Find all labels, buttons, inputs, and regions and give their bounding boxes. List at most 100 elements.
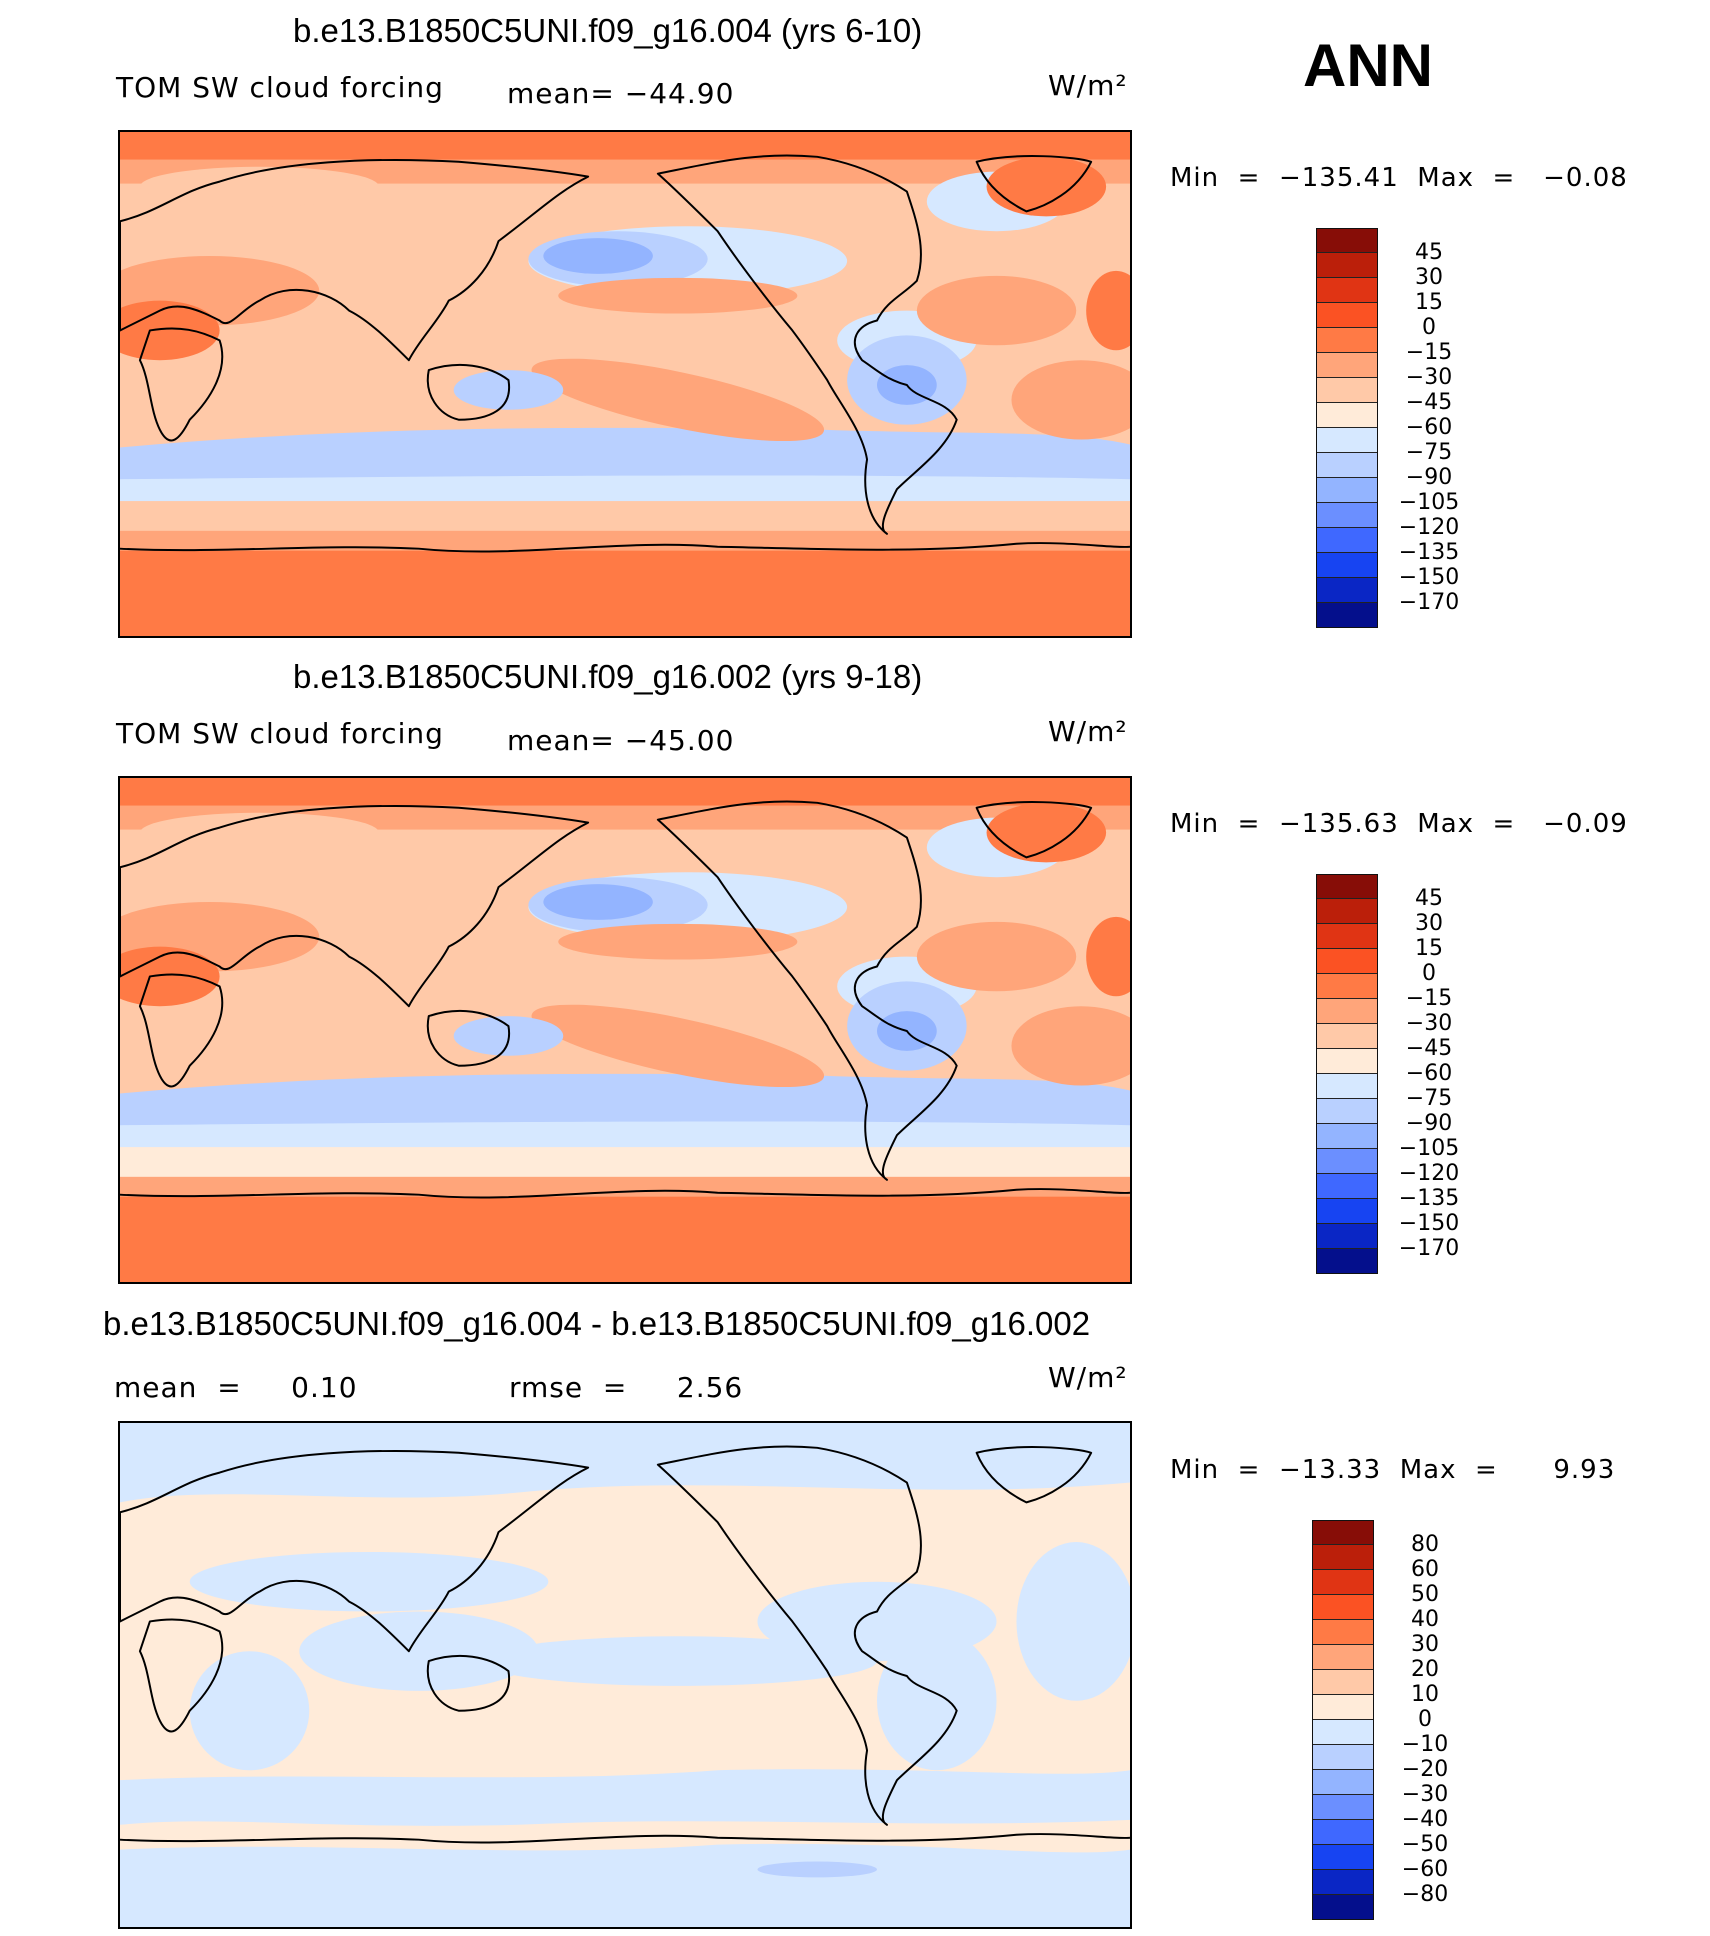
colorbar-swatch [1316, 899, 1378, 924]
colorbar-swatch [1316, 999, 1378, 1024]
colorbar-level-label: −105 [1398, 1136, 1460, 1161]
colorbar-level-label: 40 [1411, 1607, 1439, 1632]
panel-1-map-svg [120, 132, 1130, 636]
colorbar-swatch [1316, 453, 1378, 478]
colorbar-swatch [1316, 1124, 1378, 1149]
colorbar-swatch [1312, 1770, 1374, 1795]
colorbar-swatch [1316, 974, 1378, 999]
panel-2-min-max: Min = −135.63 Max = −0.09 [1170, 809, 1628, 839]
colorbar-swatch [1316, 1049, 1378, 1074]
colorbar-level-label: 10 [1411, 1682, 1439, 1707]
colorbar-level-label: 0 [1418, 1707, 1432, 1732]
colorbar-level-label: −135 [1398, 1186, 1460, 1211]
colorbar-swatch [1316, 478, 1378, 503]
colorbar-level-label: −170 [1398, 590, 1460, 615]
colorbar-swatch [1316, 1199, 1378, 1224]
colorbar-level-label: −10 [1401, 1732, 1449, 1757]
colorbar-level-label: −45 [1405, 390, 1453, 415]
colorbar-swatch [1316, 528, 1378, 553]
colorbar-swatch [1316, 578, 1378, 603]
colorbar-level-label: −75 [1405, 440, 1453, 465]
panel-3-units: W/m² [1048, 1361, 1128, 1394]
colorbar-swatch [1312, 1645, 1374, 1670]
colorbar-level-label: −20 [1401, 1757, 1449, 1782]
colorbar-swatch [1316, 278, 1378, 303]
panel-2-variable-label: TOM SW cloud forcing [116, 717, 444, 750]
colorbar-level-label: 20 [1411, 1657, 1439, 1682]
colorbar-level-label: 0 [1422, 961, 1436, 986]
colorbar-swatch [1312, 1670, 1374, 1695]
panel-3-rmse: rmse = 2.56 [509, 1371, 744, 1404]
colorbar-swatch [1316, 428, 1378, 453]
difference-map-svg [120, 1423, 1130, 1927]
panel-1-mean: mean= −44.90 [507, 77, 735, 110]
colorbar-frame [1312, 1520, 1374, 1920]
colorbar-swatch [1312, 1820, 1374, 1845]
colorbar-level-label: −60 [1401, 1857, 1449, 1882]
colorbar-frame [1316, 874, 1378, 1274]
colorbar-level-label: −30 [1405, 365, 1453, 390]
colorbar-swatch [1316, 1074, 1378, 1099]
colorbar-level-label: −15 [1405, 986, 1453, 1011]
colorbar-swatch [1312, 1895, 1374, 1920]
colorbar-swatch [1316, 253, 1378, 278]
difference-map [118, 1421, 1132, 1929]
colorbar-level-label: −45 [1405, 1036, 1453, 1061]
colorbar-level-label: −40 [1401, 1807, 1449, 1832]
colorbar-level-label: 0 [1422, 315, 1436, 340]
colorbar-level-label: −50 [1401, 1832, 1449, 1857]
colorbar-swatch [1316, 924, 1378, 949]
colorbar-level-label: 50 [1411, 1582, 1439, 1607]
panel-2-map [118, 776, 1132, 1284]
colorbar-swatch [1312, 1795, 1374, 1820]
colorbar-level-label: −135 [1398, 540, 1460, 565]
colorbar-swatch [1316, 1149, 1378, 1174]
colorbar-swatch [1312, 1720, 1374, 1745]
colorbar-level-label: 30 [1415, 911, 1443, 936]
colorbar-level-label: −170 [1398, 1236, 1460, 1261]
colorbar-swatch [1312, 1695, 1374, 1720]
colorbar-level-label: −105 [1398, 490, 1460, 515]
panel-3-mean: mean = 0.10 [114, 1371, 358, 1404]
colorbar-level-label: 60 [1411, 1557, 1439, 1582]
colorbar-level-label: −80 [1401, 1882, 1449, 1907]
colorbar-level-label: 15 [1415, 290, 1443, 315]
colorbar-swatch [1316, 949, 1378, 974]
panel-3-colorbar: 80 60 50 40 30 20 10 0 −10 −20 −30 −40 −50 −60 −80 [1312, 1520, 1472, 1925]
colorbar-level-label: −90 [1405, 465, 1453, 490]
colorbar-swatch [1316, 1224, 1378, 1249]
colorbar-swatch [1316, 378, 1378, 403]
colorbar-swatch [1312, 1620, 1374, 1645]
colorbar-level-label: −120 [1398, 1161, 1460, 1186]
panel-2-colorbar: 45 30 15 0 −15 −30 −45 −60 −75 −90 −105 −120 −135 −15… [1316, 874, 1476, 1279]
colorbar-swatch [1316, 303, 1378, 328]
colorbar-swatch [1312, 1870, 1374, 1895]
colorbar-level-label: 80 [1411, 1532, 1439, 1557]
colorbar-level-label: −120 [1398, 515, 1460, 540]
colorbar-level-label: 30 [1411, 1632, 1439, 1657]
panel-1-units: W/m² [1048, 69, 1128, 102]
colorbar-level-label: 15 [1415, 936, 1443, 961]
colorbar-level-label: −60 [1405, 415, 1453, 440]
colorbar-swatch [1312, 1745, 1374, 1770]
colorbar-swatch [1312, 1520, 1374, 1545]
colorbar-swatch [1316, 353, 1378, 378]
colorbar-swatch [1316, 503, 1378, 528]
colorbar-swatch [1316, 328, 1378, 353]
colorbar-swatch [1316, 403, 1378, 428]
colorbar-swatch [1312, 1595, 1374, 1620]
colorbar-swatch [1312, 1545, 1374, 1570]
colorbar-swatch [1312, 1570, 1374, 1595]
panel-2-units: W/m² [1048, 715, 1128, 748]
panel-1-title: b.e13.B1850C5UNI.f09_g16.004 (yrs 6-10) [293, 12, 923, 49]
colorbar-level-label: 30 [1415, 265, 1443, 290]
panel-2-mean: mean= −45.00 [507, 724, 735, 757]
colorbar-level-label: −15 [1405, 340, 1453, 365]
colorbar-level-label: 45 [1415, 240, 1443, 265]
colorbar-level-label: −30 [1401, 1782, 1449, 1807]
colorbar-level-label: −60 [1405, 1061, 1453, 1086]
panel-1-min-max: Min = −135.41 Max = −0.08 [1170, 163, 1628, 193]
panel-1-colorbar: 45 30 15 0 −15 −30 −45 −60 −75 −90 −105 −120 −135 −15… [1316, 228, 1476, 633]
colorbar-swatch [1316, 228, 1378, 253]
colorbar-level-label: −30 [1405, 1011, 1453, 1036]
